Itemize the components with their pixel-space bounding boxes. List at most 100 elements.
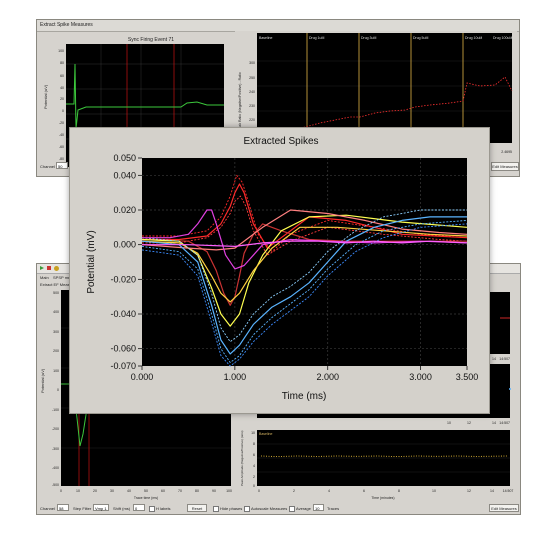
spike-trace-13 (142, 240, 468, 247)
svg-text:Drug 1uM: Drug 1uM (309, 36, 324, 40)
step-filter-label: Step Filter (73, 506, 92, 511)
svg-text:0: 0 (60, 489, 62, 493)
y-tick-label: -0.070 (110, 361, 136, 371)
svg-text:80: 80 (60, 61, 64, 65)
svg-text:6: 6 (363, 489, 365, 493)
y-tick-label: 0.040 (113, 170, 136, 180)
svg-text:50: 50 (144, 489, 148, 493)
step-filter-select[interactable]: Vmp 1 (93, 504, 109, 511)
peak-ratio-svg: Baseline Drug 1uM Drug 3uM Drug 5uM Drug… (238, 33, 513, 154)
spike-trace-8 (141, 216, 467, 355)
svg-text:300: 300 (53, 330, 59, 334)
traces-label: Traces (327, 506, 340, 511)
svg-text:Drug 100uM: Drug 100uM (493, 36, 512, 40)
svg-text:2: 2 (293, 489, 295, 493)
svg-text:60: 60 (161, 489, 165, 493)
svg-text:-80: -80 (59, 157, 64, 161)
y-tick-label: 0.050 (113, 153, 136, 163)
extracted-spikes-window: Extracted Spikes 0.000 1.000 2.000 3.000 3.5… (69, 127, 490, 414)
play-icon[interactable] (40, 266, 44, 270)
svg-text:0: 0 (57, 388, 59, 392)
svg-text:14:507: 14:507 (499, 357, 510, 361)
bottom-toolbar: Channel 58 Step Filter Vmp 1 Shift (ms) … (37, 502, 520, 514)
hlabels-checkbox[interactable] (149, 506, 155, 512)
shift-label: Shift (ms) (113, 506, 131, 511)
svg-text:-200: -200 (52, 427, 59, 431)
extract-spike-measures-window: Extract Spike Measures Sync Firing Event… (36, 19, 520, 177)
svg-text:10: 10 (447, 421, 451, 425)
svg-text:Peak Amplitude (Negative/Posit: Peak Amplitude (Negative/Positive) (rati… (240, 430, 244, 486)
channel-select[interactable]: 58 (57, 504, 69, 511)
average-input[interactable]: 10 (313, 504, 324, 511)
x-tick-label: 2.000 (316, 372, 339, 382)
autoscale-checkbox[interactable] (244, 506, 250, 512)
spike-trace-7 (141, 209, 468, 251)
spike-trace-3 (142, 195, 468, 256)
menu-spsp[interactable]: SPSP me... (53, 275, 74, 280)
svg-text:240: 240 (249, 90, 255, 94)
spike-trace-10 (141, 209, 467, 343)
svg-text:14:507: 14:507 (499, 421, 510, 425)
edit-measures-button[interactable]: Edit Measures (489, 504, 519, 512)
svg-text:14: 14 (492, 357, 496, 361)
record-icon[interactable] (54, 266, 59, 271)
channel-select[interactable]: 50 (56, 162, 68, 169)
shift-input[interactable]: 0 (133, 504, 145, 511)
svg-text:4: 4 (328, 489, 330, 493)
svg-text:12: 12 (467, 421, 471, 425)
svg-text:200: 200 (53, 349, 59, 353)
svg-text:14: 14 (492, 421, 496, 425)
svg-text:-20: -20 (59, 121, 64, 125)
svg-text:Drug 5uM: Drug 5uM (413, 36, 428, 40)
svg-text:2: 2 (253, 475, 255, 479)
svg-text:8: 8 (398, 489, 400, 493)
edit-measures-button[interactable]: Edit Measures (491, 162, 519, 171)
svg-text:-40: -40 (59, 133, 64, 137)
reset-button[interactable]: Reset (187, 504, 207, 512)
svg-text:60: 60 (60, 74, 64, 78)
svg-text:90: 90 (212, 489, 216, 493)
svg-text:30: 30 (110, 489, 114, 493)
svg-text:12: 12 (467, 489, 471, 493)
stop-icon[interactable] (47, 266, 51, 270)
svg-text:Drug 3uM: Drug 3uM (361, 36, 376, 40)
svg-text:500: 500 (53, 291, 59, 295)
spike-trace-9 (141, 219, 468, 363)
svg-text:0: 0 (258, 489, 260, 493)
y-ticks: 100 80 60 40 20 0 -20 -40 -60 -80 (58, 49, 64, 161)
svg-text:-400: -400 (52, 466, 59, 470)
svg-text:Baseline: Baseline (259, 36, 272, 40)
channel-label: Channel (40, 164, 55, 169)
svg-text:0: 0 (62, 109, 64, 113)
average-checkbox[interactable] (289, 506, 295, 512)
svg-text:10: 10 (76, 489, 80, 493)
hlabels-label: H labels (156, 506, 171, 511)
y-tick-label: -0.020 (110, 274, 136, 284)
svg-text:20: 20 (60, 97, 64, 101)
spike-trace-2 (142, 174, 468, 253)
chart-title: Extracted Spikes (243, 136, 318, 147)
y-axis-label: Potential (mV) (86, 230, 97, 293)
plot-title: Sync Firing Event 71 (128, 37, 174, 43)
plot-area (142, 158, 467, 366)
svg-text:40: 40 (127, 489, 131, 493)
svg-text:100: 100 (226, 489, 232, 493)
svg-text:70: 70 (178, 489, 182, 493)
svg-text:80: 80 (195, 489, 199, 493)
svg-text:14:507: 14:507 (503, 489, 514, 493)
svg-text:10: 10 (251, 431, 255, 435)
svg-text:Peak Ratio (Negative/Positive): Peak Ratio (Negative/Positive) - Ratio (238, 72, 242, 131)
x-tick-label: 0.000 (131, 372, 154, 382)
autoscale-label: Autoscale Measures (251, 506, 288, 511)
svg-text:Potential (uV): Potential (uV) (40, 368, 45, 393)
y-tick-label: 0.020 (113, 205, 136, 215)
hide-phases-checkbox[interactable] (213, 506, 219, 512)
menu-main[interactable]: Main (40, 275, 49, 280)
extracted-spikes-chart: Extracted Spikes 0.000 1.000 2.000 3.000 3.5… (86, 136, 478, 402)
spike-trace-4 (141, 223, 467, 306)
y-tick-label: -0.060 (110, 344, 136, 354)
svg-text:Baseline: Baseline (259, 432, 272, 436)
y-tick-label: -0.040 (110, 309, 136, 319)
y-tick-label: 0.000 (113, 240, 136, 250)
svg-text:0: 0 (253, 484, 255, 488)
